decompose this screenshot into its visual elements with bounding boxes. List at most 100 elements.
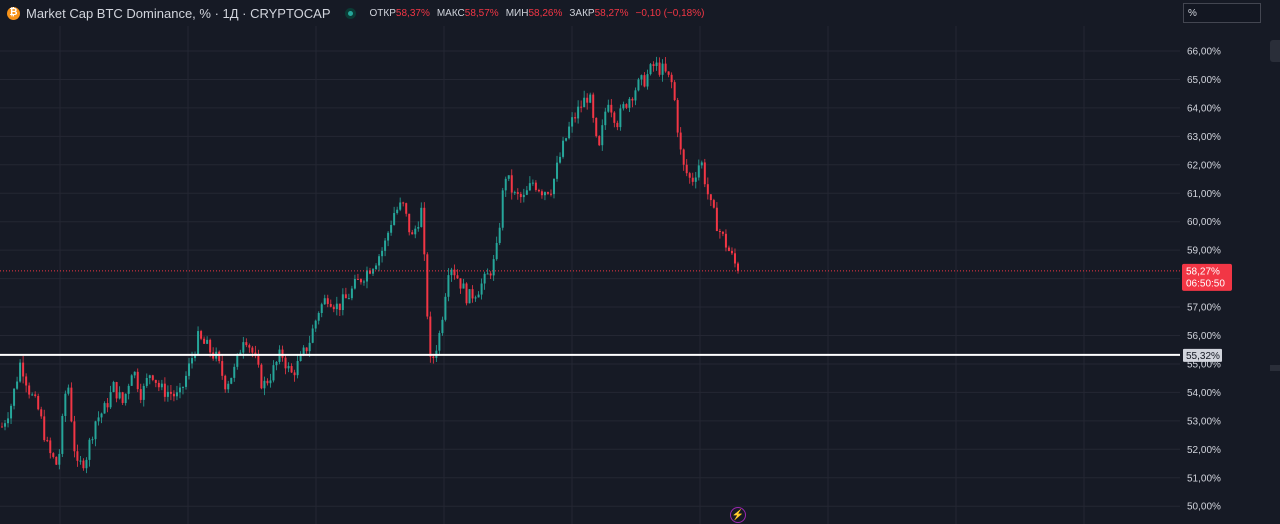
candle-body [356,278,359,280]
candle-body [175,392,178,397]
candle-body [209,339,212,353]
candle-body [525,190,528,195]
candle-body [375,265,378,270]
candle-body [257,355,260,365]
high-label: МАКС [436,7,465,19]
candle-body [471,289,474,299]
price-tick-label: 66,00% [1187,47,1221,58]
candle-body [85,459,88,469]
candle-body [483,273,486,284]
candle-body [384,240,387,251]
lightning-icon[interactable]: ⚡ [730,507,746,523]
candle-body [31,394,34,396]
candle-body [399,202,402,210]
candle-body [465,283,468,304]
candle-body [70,387,73,422]
candle-body [317,313,320,321]
candle-body [52,453,55,457]
candle-body [347,298,350,300]
last-price-countdown: 06:50:50 [1186,278,1225,289]
candle-body [495,242,498,260]
candle-body [106,403,109,408]
candle-body [453,269,456,276]
candle-body [314,320,317,329]
candle-body [22,362,25,377]
candle-body [55,456,58,465]
price-tick-label: 62,00% [1187,160,1221,171]
candle-body [676,100,679,133]
scale-input[interactable] [1183,3,1261,23]
candle-body [185,375,187,387]
candle-body [94,421,97,440]
candle-body [537,189,540,192]
price-tick-label: 56,00% [1187,331,1221,342]
candle-body [501,190,504,228]
candle-body [49,440,52,454]
last-price-label-bg [1182,263,1232,291]
horizontal-line-label-bg [1183,348,1222,362]
candle-body [673,82,676,101]
candle-body [61,415,64,454]
candle-body [549,193,552,195]
candle-body [414,228,417,235]
candle-body [227,383,230,390]
candle-body [13,388,16,406]
candle-body [583,97,586,108]
candle-body [589,94,592,103]
candle-body [109,392,112,408]
candle-body [556,162,559,179]
candle-body [661,63,664,75]
candle-body [323,298,326,305]
market-status-icon[interactable] [344,7,356,19]
candle-body [507,175,510,179]
candle-body [121,392,124,404]
candle-body [468,289,471,304]
candle-body [489,273,492,276]
candle-body [625,104,628,108]
candle-body [522,194,525,198]
candle-body [191,358,194,364]
candle-body [553,178,555,195]
candle-body [281,349,284,358]
high-value: 58,57% [464,7,499,19]
candle-body [28,385,31,395]
price-scale-handle[interactable] [1270,40,1280,62]
low-label: МИН [505,7,529,19]
candle-body [682,149,685,165]
symbol-title[interactable]: Market Cap BTC Dominance, % · 1Д · CRYPT… [26,5,331,21]
price-tick-label: 65,00% [1187,75,1221,86]
candle-body [365,270,368,282]
candle-body [269,380,272,384]
candle-body [574,117,577,119]
candle-body [592,94,595,118]
candle-body [350,288,353,299]
candle-body [381,250,384,257]
candle-body [43,416,46,441]
candle-body [607,104,610,112]
candle-body [519,193,522,198]
candle-body [730,250,733,254]
candle-body [40,409,43,417]
candle-body [426,254,429,317]
candle-body [103,403,106,414]
candle-body [338,303,341,311]
candle-body [157,382,160,388]
candle-body [601,125,604,146]
candle-body [7,418,10,424]
horizontal-line-label: 55,32% [1186,351,1220,362]
candle-body [432,356,435,358]
candle-body [688,173,691,178]
candle-body [245,342,248,346]
candle-body [408,213,411,233]
candle-body [203,338,206,344]
candle-body [112,382,115,393]
candle-body [721,231,724,234]
open-label: ОТКР [369,7,396,19]
candle-body [700,162,703,166]
candle-body [619,108,622,128]
candle-body [10,405,13,419]
candle-body [133,371,136,376]
candle-body [142,385,145,400]
candle-body [73,421,76,452]
